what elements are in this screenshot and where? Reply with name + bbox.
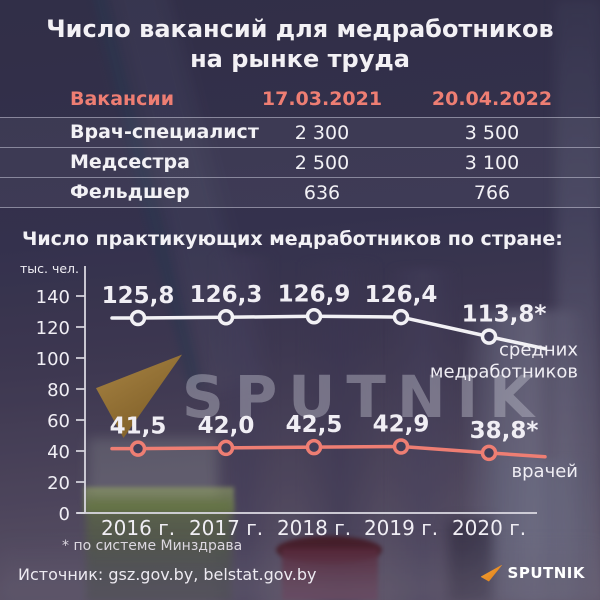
sputnik-logo: SPUTNIK	[480, 564, 585, 582]
svg-text:20: 20	[47, 473, 70, 494]
svg-text:113,8*: 113,8*	[462, 302, 547, 328]
svg-text:2018 г.: 2018 г.	[277, 516, 351, 540]
sputnik-flag-icon	[480, 564, 503, 582]
table-row: Медсестра 2 500 3 100	[0, 147, 600, 177]
row-value-2022: 3 100	[464, 152, 520, 174]
chart-svg: 140 120 100 80 60 40 20 0 тыс. чел. 2016 г. 2017 г…	[20, 261, 578, 540]
svg-text:2019 г.: 2019 г.	[364, 516, 438, 540]
svg-text:42,9: 42,9	[373, 412, 430, 438]
page-title: Число вакансий для медработников на рынк…	[0, 14, 600, 74]
svg-text:126,3: 126,3	[190, 282, 263, 308]
row-label: Врач-специалист	[70, 121, 259, 143]
svg-text:80: 80	[47, 380, 70, 401]
column-header-date-2021: 17.03.2021	[261, 88, 383, 110]
svg-text:42,5: 42,5	[286, 412, 343, 438]
row-value-2021: 636	[303, 182, 341, 204]
table-row: Фельдшер 636 766	[0, 177, 600, 208]
row-value-2021: 2 500	[294, 152, 350, 174]
sputnik-logo-text: SPUTNIK	[507, 564, 585, 582]
chart-footnote: * по системе Минздрава	[62, 538, 243, 554]
svg-text:120: 120	[36, 318, 70, 339]
svg-text:медработников: медработников	[430, 362, 578, 383]
row-value-2022: 766	[473, 182, 511, 204]
svg-text:2016 г.: 2016 г.	[101, 516, 175, 540]
row-value-2021: 2 300	[294, 122, 350, 144]
svg-text:100: 100	[36, 349, 70, 370]
table-row: Врач-специалист 2 300 3 500	[0, 117, 600, 147]
svg-text:60: 60	[47, 411, 70, 432]
svg-text:42,0: 42,0	[198, 413, 255, 439]
svg-text:40: 40	[47, 442, 70, 463]
svg-text:125,8: 125,8	[102, 283, 175, 309]
svg-text:средних: средних	[499, 340, 578, 361]
row-label: Фельдшер	[70, 181, 190, 203]
column-header-date-2022: 20.04.2022	[431, 88, 553, 110]
svg-text:126,4: 126,4	[365, 282, 438, 308]
row-value-2022: 3 500	[464, 122, 520, 144]
chart-heading: Число практикующих медработников по стра…	[22, 228, 563, 250]
svg-text:тыс. чел.: тыс. чел.	[20, 261, 79, 276]
svg-text:126,9: 126,9	[278, 281, 351, 307]
background-haze	[0, 540, 600, 600]
svg-text:140: 140	[36, 287, 70, 308]
svg-text:2020 г.: 2020 г.	[452, 516, 526, 540]
svg-text:38,8*: 38,8*	[470, 418, 539, 444]
page-title-line2: на рынке труда	[190, 45, 410, 73]
row-label: Медсестра	[70, 151, 190, 173]
svg-text:41,5: 41,5	[110, 414, 167, 440]
svg-text:врачей: врачей	[512, 461, 578, 482]
column-header-vacancies: Вакансии	[70, 88, 175, 110]
vacancies-table: Врач-специалист 2 300 3 500 Медсестра 2 …	[0, 117, 600, 208]
source-text: Источник: gsz.gov.by, belstat.gov.by	[18, 565, 317, 584]
page-title-line1: Число вакансий для медработников	[46, 15, 554, 43]
svg-text:0: 0	[59, 504, 70, 525]
svg-text:2017 г.: 2017 г.	[189, 516, 263, 540]
